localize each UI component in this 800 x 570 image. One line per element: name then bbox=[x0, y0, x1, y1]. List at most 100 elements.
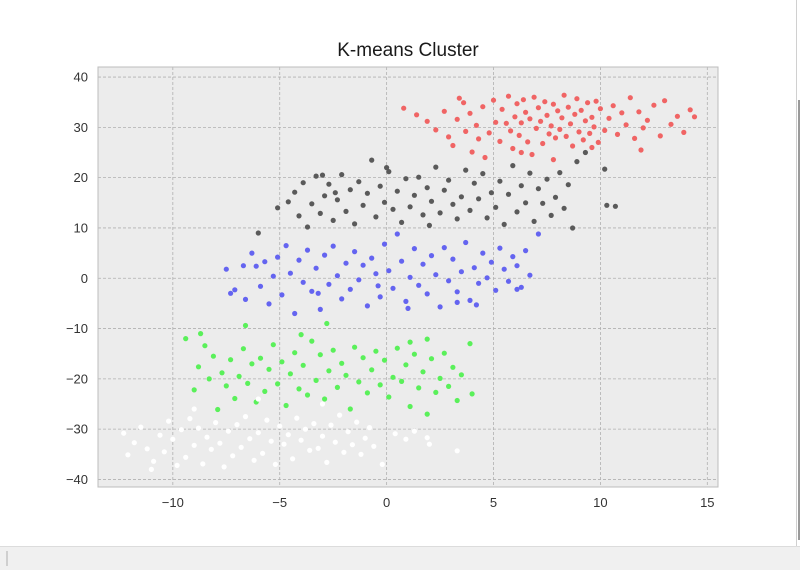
data-point-cluster-4 bbox=[121, 430, 127, 436]
data-point-cluster-4 bbox=[302, 426, 308, 432]
data-point-cluster-0 bbox=[614, 131, 621, 137]
data-point-cluster-4 bbox=[354, 419, 360, 425]
data-point-cluster-1 bbox=[428, 198, 435, 204]
data-point-cluster-2 bbox=[505, 278, 512, 284]
data-point-cluster-4 bbox=[178, 427, 184, 433]
data-point-cluster-1 bbox=[339, 172, 345, 178]
data-point-cluster-0 bbox=[640, 125, 646, 131]
data-point-cluster-4 bbox=[125, 452, 131, 458]
data-point-cluster-2 bbox=[473, 302, 479, 308]
data-point-cluster-0 bbox=[433, 127, 439, 133]
data-point-cluster-0 bbox=[636, 109, 642, 115]
data-point-cluster-3 bbox=[240, 346, 246, 352]
data-point-cluster-3 bbox=[322, 396, 328, 402]
data-point-cluster-1 bbox=[369, 157, 375, 163]
data-point-cluster-1 bbox=[441, 187, 447, 193]
data-point-cluster-4 bbox=[272, 461, 278, 467]
data-point-cluster-3 bbox=[292, 350, 298, 356]
data-point-cluster-4 bbox=[161, 449, 167, 455]
data-point-cluster-2 bbox=[343, 260, 349, 266]
data-point-cluster-2 bbox=[347, 286, 353, 292]
data-point-cluster-3 bbox=[373, 348, 379, 354]
data-point-cluster-2 bbox=[420, 261, 426, 267]
data-point-cluster-1 bbox=[390, 206, 396, 212]
data-point-cluster-0 bbox=[606, 115, 612, 121]
status-bar bbox=[0, 546, 800, 570]
data-point-cluster-3 bbox=[287, 371, 293, 377]
chart-title: K-means Cluster bbox=[337, 40, 479, 61]
data-point-cluster-3 bbox=[195, 364, 202, 370]
data-point-cluster-2 bbox=[377, 294, 383, 300]
data-point-cluster-3 bbox=[360, 355, 366, 361]
data-point-cluster-2 bbox=[476, 280, 482, 286]
data-point-cluster-3 bbox=[377, 382, 383, 388]
data-point-cluster-0 bbox=[593, 98, 599, 104]
data-point-cluster-2 bbox=[330, 243, 336, 249]
data-point-cluster-1 bbox=[612, 203, 619, 209]
data-point-cluster-3 bbox=[369, 367, 375, 373]
data-point-cluster-3 bbox=[467, 341, 473, 347]
data-point-cluster-0 bbox=[446, 134, 452, 140]
data-point-cluster-2 bbox=[514, 263, 520, 269]
data-point-cluster-2 bbox=[313, 265, 319, 271]
data-point-cluster-2 bbox=[249, 250, 255, 256]
data-point-cluster-2 bbox=[283, 243, 289, 249]
data-point-cluster-2 bbox=[275, 254, 281, 260]
data-point-cluster-2 bbox=[339, 296, 345, 302]
data-point-cluster-1 bbox=[488, 190, 494, 196]
data-point-cluster-0 bbox=[565, 104, 571, 110]
data-point-cluster-2 bbox=[228, 290, 234, 296]
data-point-cluster-0 bbox=[619, 110, 625, 116]
data-point-cluster-4 bbox=[148, 466, 154, 472]
data-point-cluster-2 bbox=[300, 279, 306, 285]
data-point-cluster-4 bbox=[230, 453, 236, 459]
data-point-cluster-3 bbox=[296, 386, 302, 392]
data-point-cluster-4 bbox=[337, 412, 343, 418]
data-point-cluster-3 bbox=[283, 402, 289, 409]
y-tick-label: −20 bbox=[66, 371, 88, 386]
data-point-cluster-1 bbox=[322, 193, 328, 199]
data-point-cluster-2 bbox=[232, 287, 238, 293]
data-point-cluster-0 bbox=[559, 115, 565, 121]
data-point-cluster-2 bbox=[407, 274, 413, 280]
data-point-cluster-3 bbox=[228, 357, 234, 363]
data-point-cluster-3 bbox=[339, 360, 345, 366]
data-point-cluster-3 bbox=[420, 369, 426, 375]
data-point-cluster-4 bbox=[234, 422, 240, 428]
data-point-cluster-0 bbox=[533, 125, 539, 131]
data-point-cluster-1 bbox=[394, 188, 400, 194]
data-point-cluster-4 bbox=[362, 435, 368, 441]
data-point-cluster-1 bbox=[296, 213, 302, 219]
data-point-cluster-3 bbox=[266, 366, 272, 372]
data-point-cluster-3 bbox=[249, 361, 255, 367]
data-point-cluster-2 bbox=[501, 266, 507, 272]
data-point-cluster-4 bbox=[255, 430, 261, 436]
data-point-cluster-0 bbox=[627, 95, 633, 101]
data-point-cluster-2 bbox=[497, 245, 503, 251]
data-point-cluster-1 bbox=[292, 189, 298, 195]
data-point-cluster-1 bbox=[373, 214, 379, 220]
data-point-cluster-1 bbox=[334, 197, 340, 203]
data-point-cluster-0 bbox=[473, 122, 479, 128]
data-point-cluster-1 bbox=[471, 180, 477, 186]
data-point-cluster-2 bbox=[292, 310, 298, 317]
data-point-cluster-2 bbox=[411, 246, 417, 252]
data-point-cluster-2 bbox=[441, 245, 447, 251]
axis-ticks: −10 −5 0 5 10 15 −40 −30 −20 −10 0 10 20 30 40 bbox=[66, 70, 715, 510]
data-point-cluster-3 bbox=[330, 347, 336, 353]
data-point-cluster-4 bbox=[349, 442, 355, 448]
data-point-cluster-0 bbox=[505, 93, 512, 99]
data-point-cluster-2 bbox=[424, 291, 430, 297]
data-point-cluster-3 bbox=[191, 387, 197, 393]
data-point-cluster-0 bbox=[486, 130, 492, 136]
y-tick-label: 30 bbox=[74, 120, 88, 135]
data-point-cluster-3 bbox=[469, 391, 475, 397]
data-point-cluster-4 bbox=[285, 432, 291, 438]
data-point-cluster-2 bbox=[535, 231, 542, 237]
data-point-cluster-0 bbox=[480, 104, 486, 110]
data-point-cluster-3 bbox=[433, 389, 439, 395]
data-point-cluster-0 bbox=[550, 157, 557, 163]
data-point-cluster-1 bbox=[458, 194, 464, 200]
data-point-cluster-0 bbox=[441, 108, 447, 114]
y-tick-label: −40 bbox=[66, 472, 88, 487]
